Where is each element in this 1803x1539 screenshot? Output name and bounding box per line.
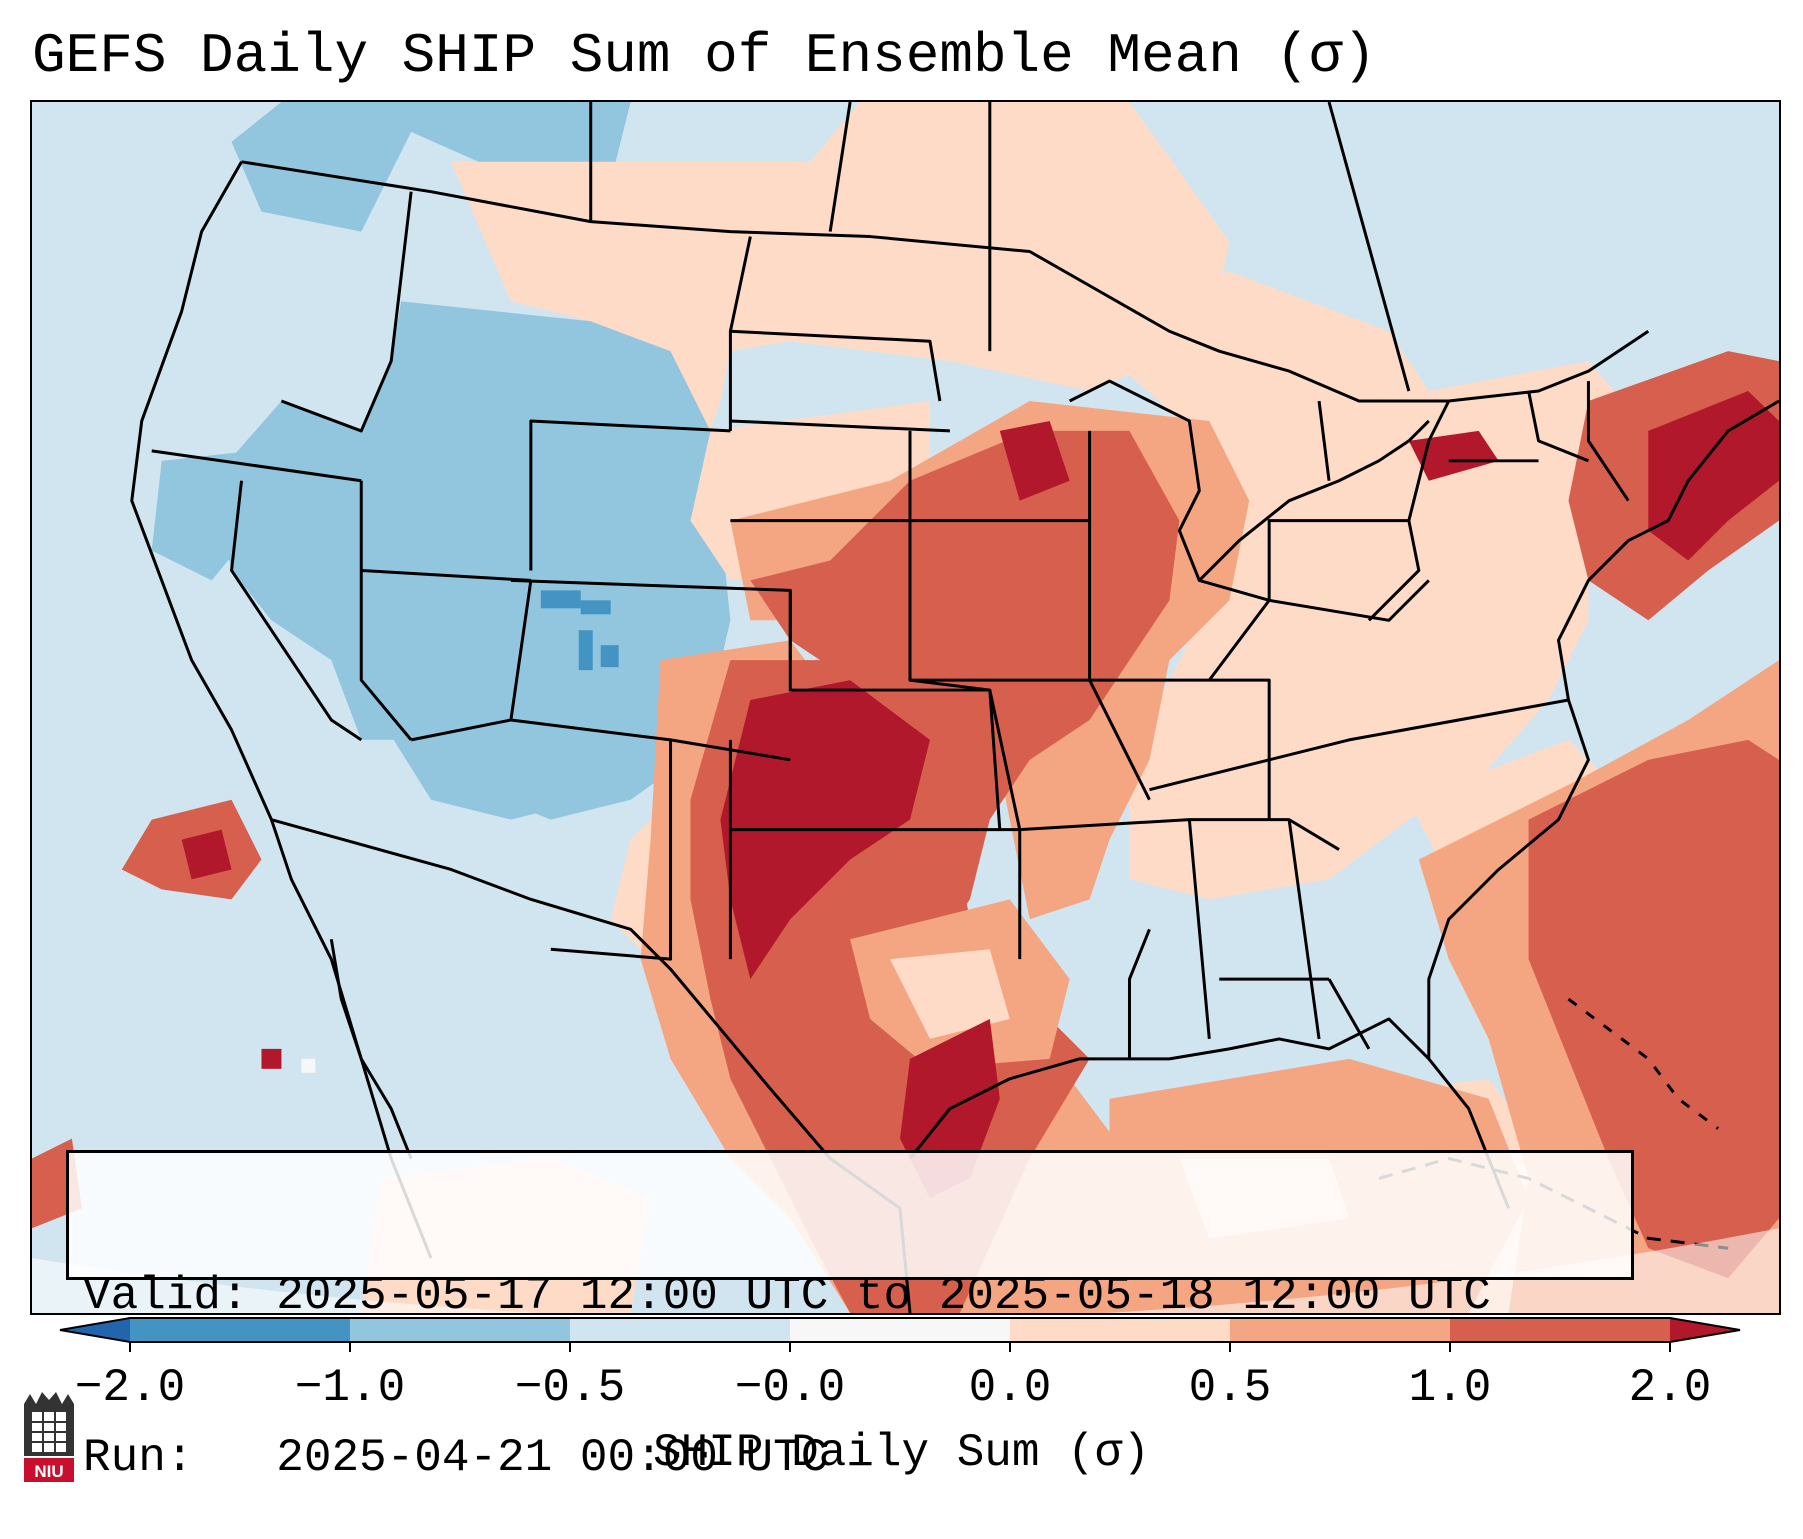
negative-anomaly-regions: [151, 102, 1779, 1313]
projection-edge: [32, 1228, 1779, 1313]
colorbar-tick-label: 1.0: [1408, 1362, 1492, 1414]
validity-info-box: Valid: 2025-05-17 12:00 UTC to 2025-05-1…: [66, 1150, 1634, 1484]
ship-anomaly-map: [32, 102, 1779, 1313]
east-coast: [1427, 399, 1779, 1059]
colorbar-tick-label: −1.0: [294, 1362, 406, 1414]
colorbar-label: SHIP Daily Sum (σ): [653, 1427, 1150, 1479]
colorbar-bin: [350, 1318, 571, 1342]
colorbar-tick-label: 0.5: [1188, 1362, 1272, 1414]
colorbar-tick-label: −0.5: [514, 1362, 626, 1414]
map-title: GEFS Daily SHIP Sum of Ensemble Mean (σ): [32, 24, 1377, 88]
colorbar-bin: [790, 1318, 1011, 1342]
colorbar-extension-low: [60, 1318, 130, 1342]
colorbar-tick-label: −0.0: [734, 1362, 846, 1414]
colorbar-extension-high: [1670, 1318, 1740, 1342]
map-panel: [30, 100, 1781, 1315]
colorbar-bin: [1230, 1318, 1451, 1342]
baja-peninsula: [329, 938, 413, 1160]
colorbar-tick-label: −2.0: [74, 1362, 186, 1414]
niu-logo-text: NIU: [34, 1462, 63, 1481]
colorbar-tick-label: 0.0: [968, 1362, 1052, 1414]
political-boundaries: [130, 102, 1779, 1313]
colorbar-bin: [1010, 1318, 1231, 1342]
gulf-coast: [908, 1017, 1511, 1209]
niu-logo: NIU: [24, 1392, 74, 1482]
run-time-text: Run: 2025-04-21 00:00 UTC: [83, 1432, 829, 1484]
colorbar-bin: [570, 1318, 791, 1342]
colorbar: [59, 1317, 1741, 1352]
colorbar-tick-label: 2.0: [1628, 1362, 1712, 1414]
colorbar-bin: [1450, 1318, 1671, 1342]
us-canada-border: [241, 160, 1650, 403]
colorbar-bin: [130, 1318, 351, 1342]
valid-time-text: Valid: 2025-05-17 12:00 UTC to 2025-05-1…: [83, 1270, 1491, 1322]
